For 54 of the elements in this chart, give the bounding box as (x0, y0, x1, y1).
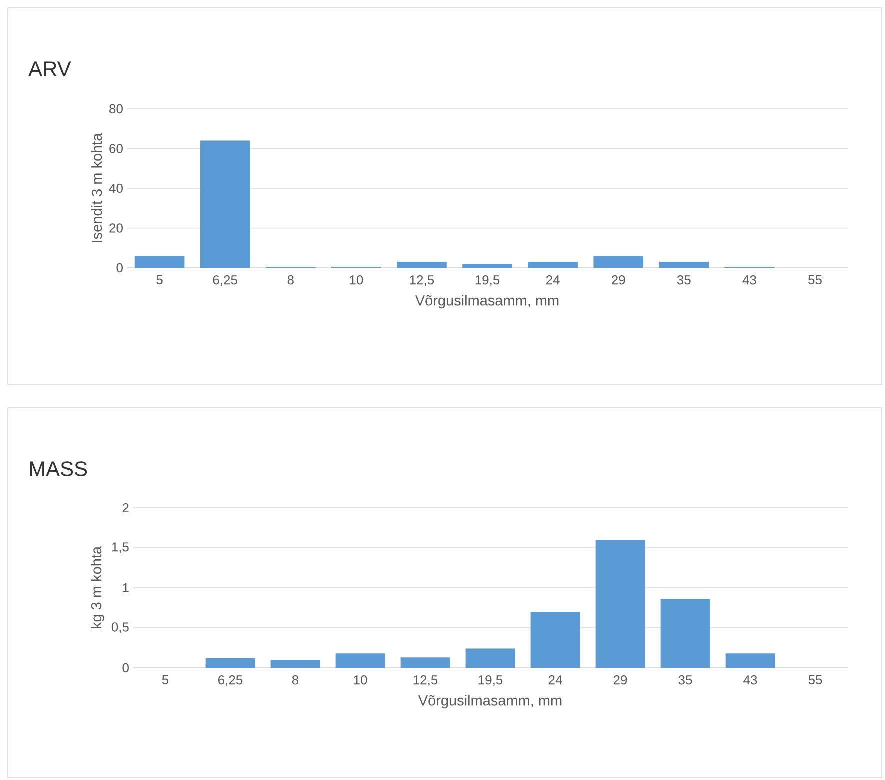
y-tick-label: 1 (123, 584, 129, 592)
x-tick-label: 55 (808, 676, 822, 685)
bar (397, 262, 447, 268)
bar (594, 256, 644, 268)
y-tick-label: 20 (110, 224, 123, 233)
bar (336, 654, 386, 668)
bar (659, 262, 710, 268)
chart-title: MASS (30, 462, 88, 476)
x-axis-title: Võrgusilmasamm, mm (415, 295, 559, 309)
x-tick-label: 6,25 (213, 276, 238, 286)
bar (134, 256, 185, 268)
y-tick-label: 40 (109, 184, 123, 194)
x-tick-label: 24 (548, 676, 562, 685)
x-tick-label: 6,25 (218, 676, 243, 686)
bar (528, 262, 578, 268)
x-tick-label: 10 (354, 676, 368, 685)
bar (200, 140, 250, 268)
x-tick-label: 29 (612, 276, 626, 285)
y-axis-title: Isendit 3 m kohta (91, 133, 102, 242)
chart-title: ARV (28, 62, 72, 76)
x-tick-label: 8 (292, 676, 299, 685)
bar (270, 660, 320, 668)
x-tick-label: 8 (288, 276, 294, 285)
x-tick-label: 12,5 (410, 276, 434, 286)
bar (530, 612, 580, 668)
x-tick-label: 5 (162, 676, 169, 685)
x-tick-label: 5 (156, 276, 163, 285)
y-tick-label: 0 (116, 263, 123, 273)
x-tick-label: 29 (614, 676, 628, 685)
x-tick-label: 24 (546, 276, 560, 285)
x-tick-label: 35 (677, 276, 691, 285)
x-tick-label: 19,5 (478, 676, 503, 686)
x-tick-label: 43 (742, 276, 756, 285)
bar (462, 264, 512, 268)
y-tick-label: 0 (122, 663, 129, 673)
x-tick-label: 19,5 (476, 276, 500, 286)
bar (466, 648, 516, 668)
bar (596, 540, 646, 668)
y-tick-label: 1,5 (112, 542, 129, 554)
x-tick-label: 55 (808, 276, 822, 285)
y-tick-label: 2 (122, 503, 129, 513)
x-tick-label: 43 (744, 676, 758, 685)
bar (206, 658, 256, 668)
y-tick-label: 60 (110, 144, 123, 154)
x-tick-label: 10 (350, 276, 364, 285)
y-tick-label: 80 (110, 104, 123, 114)
y-axis-title: kg 3 m kohta (91, 546, 105, 629)
x-tick-label: 12,5 (414, 676, 438, 686)
bar (660, 599, 710, 668)
x-axis-title: Võrgusilmasamm, mm (418, 695, 562, 709)
x-tick-label: 35 (678, 676, 692, 685)
bar (726, 654, 776, 668)
y-tick-label: 0,5 (112, 622, 129, 634)
bar (400, 658, 450, 668)
